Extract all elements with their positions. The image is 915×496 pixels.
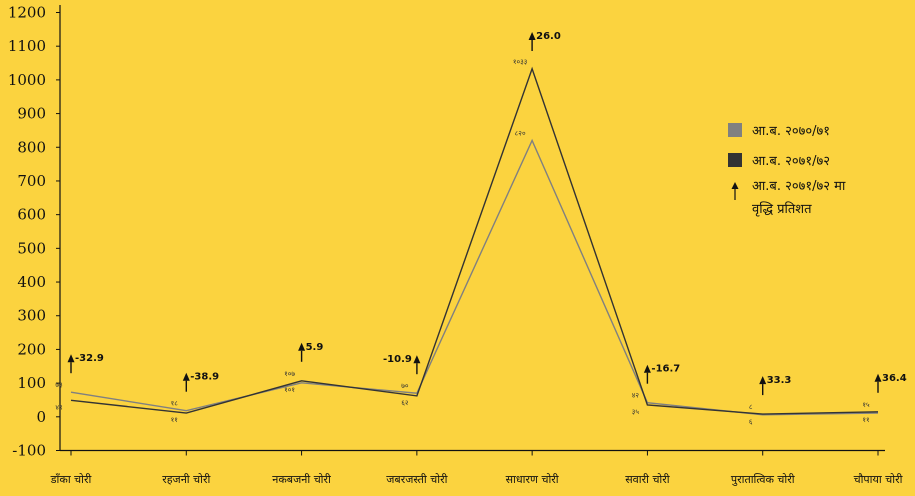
data-label-series-1: १०१: [284, 386, 295, 394]
growth-label: -38.9: [190, 372, 219, 383]
data-label-series-1: ११: [862, 416, 869, 424]
growth-arrow-icon: [644, 365, 651, 384]
legend: आ.ब. २०७०/७१ आ.ब. २०७१/७२ आ.ब. २०७१/७२ म…: [728, 123, 846, 217]
y-axis: -100 0 100 200 300 400 500 600 700 800 900 1000 1100…: [8, 4, 60, 460]
growth-label: -16.7: [651, 364, 680, 375]
growth-arrow-icon: [68, 354, 75, 373]
data-label-series-1: ७३: [55, 381, 63, 389]
data-label-series-1: ८२०: [515, 130, 526, 138]
growth-arrow-icon: [875, 374, 882, 393]
x-tick-label: साधारण चोरी: [506, 473, 559, 486]
legend-label-growth: आ.ब. २०७१/७२ मा: [752, 179, 846, 194]
y-tick-label: 700: [17, 172, 46, 190]
x-tick-label: जबरजस्ती चोरी: [386, 473, 447, 486]
x-axis: डाँका चोरी रहजनी चोरी नकबजनी चोरी जबरजस्ती …: [50, 451, 903, 487]
y-tick-label: 0: [36, 408, 46, 426]
growth-arrow-icon: [759, 376, 766, 395]
data-label-series-2: ११: [171, 416, 178, 424]
legend-swatch-series-1: [728, 123, 742, 137]
x-tick-label: सवारी चोरी: [625, 473, 670, 486]
x-tick-label: पुरातात्विक चोरी: [731, 473, 795, 486]
growth-arrow-icon: [529, 32, 536, 51]
data-label-series-1: ७०: [401, 382, 409, 390]
growth-arrow-icon: [298, 343, 305, 362]
data-label-series-1: १८: [171, 400, 179, 408]
y-tick-label: 600: [17, 206, 46, 224]
y-tick-label: 400: [17, 273, 46, 291]
y-tick-label: 500: [17, 239, 46, 257]
growth-arrow-icon: [413, 355, 420, 374]
x-tick-label: नकबजनी चोरी: [272, 473, 331, 486]
y-tick-label: 1200: [8, 4, 46, 22]
growth-arrow-icon: [183, 373, 190, 392]
data-label-series-2: ३५: [632, 408, 640, 416]
x-tick-label: रहजनी चोरी: [162, 473, 210, 486]
data-label-series-1: ६: [749, 418, 753, 426]
growth-label: 5.9: [306, 342, 324, 353]
y-tick-label: -100: [12, 442, 46, 460]
y-tick-label: 300: [17, 307, 46, 325]
data-label-series-2: ६२: [401, 399, 409, 407]
data-label-series-2: १०७: [284, 370, 295, 378]
data-label-series-2: १०३३: [513, 58, 528, 66]
legend-label-growth-line2: वृद्धि प्रतिशत: [752, 201, 812, 217]
data-label-series-2: ४९: [55, 403, 63, 411]
legend-label-series-2: आ.ब. २०७१/७२: [752, 154, 830, 169]
data-label-series-2: १५: [862, 401, 870, 409]
data-labels: ७३ ४९ १८ ११ १०१ १०७ ७० ६२ ८२० १०३३ ४२ ३५ ६ ८ ११ १५: [55, 58, 870, 426]
data-label-series-2: ८: [749, 403, 753, 411]
x-tick-label: डाँका चोरी: [50, 473, 92, 486]
series-line-2: [71, 69, 878, 414]
legend-label-series-1: आ.ब. २०७०/७१: [752, 124, 830, 139]
x-tick-label: चौपाया चोरी: [854, 473, 903, 486]
y-tick-label: 800: [17, 138, 46, 156]
series-lines: [71, 69, 878, 415]
data-label-series-1: ४२: [632, 392, 640, 400]
y-tick-label: 1100: [8, 37, 46, 55]
legend-swatch-series-2: [728, 153, 742, 167]
growth-label: 26.0: [536, 31, 561, 42]
growth-label: -32.9: [75, 353, 104, 364]
growth-label: 36.4: [882, 373, 907, 384]
y-tick-label: 1000: [8, 71, 46, 89]
growth-label: -10.9: [383, 354, 412, 365]
y-tick-label: 200: [17, 340, 46, 358]
legend-arrow-icon: [732, 182, 739, 200]
growth-label: 33.3: [767, 375, 792, 386]
y-tick-label: 100: [17, 374, 46, 392]
y-tick-label: 900: [17, 105, 46, 123]
